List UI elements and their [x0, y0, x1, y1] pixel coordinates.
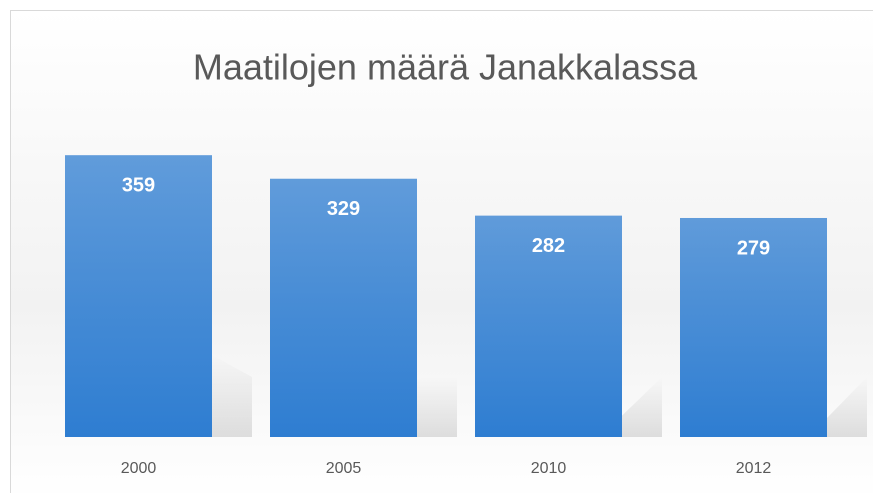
bar-shadow	[212, 355, 252, 437]
bar	[475, 215, 622, 437]
data-label: 282	[532, 235, 565, 257]
x-tick-label: 2005	[326, 460, 362, 477]
bar-shadow	[417, 377, 457, 437]
x-tick-label: 2010	[531, 460, 567, 477]
bar	[270, 178, 417, 438]
bar	[680, 217, 827, 437]
bar-shadow	[827, 377, 867, 437]
chart-title: Maatilojen määrä Janakkalassa	[193, 47, 698, 88]
data-label: 359	[122, 174, 155, 196]
bar-shadow	[622, 377, 662, 437]
x-tick-label: 2000	[121, 460, 157, 477]
data-label: 279	[737, 237, 770, 259]
data-label: 329	[327, 198, 360, 220]
bar	[65, 155, 212, 437]
x-tick-label: 2012	[736, 460, 772, 477]
